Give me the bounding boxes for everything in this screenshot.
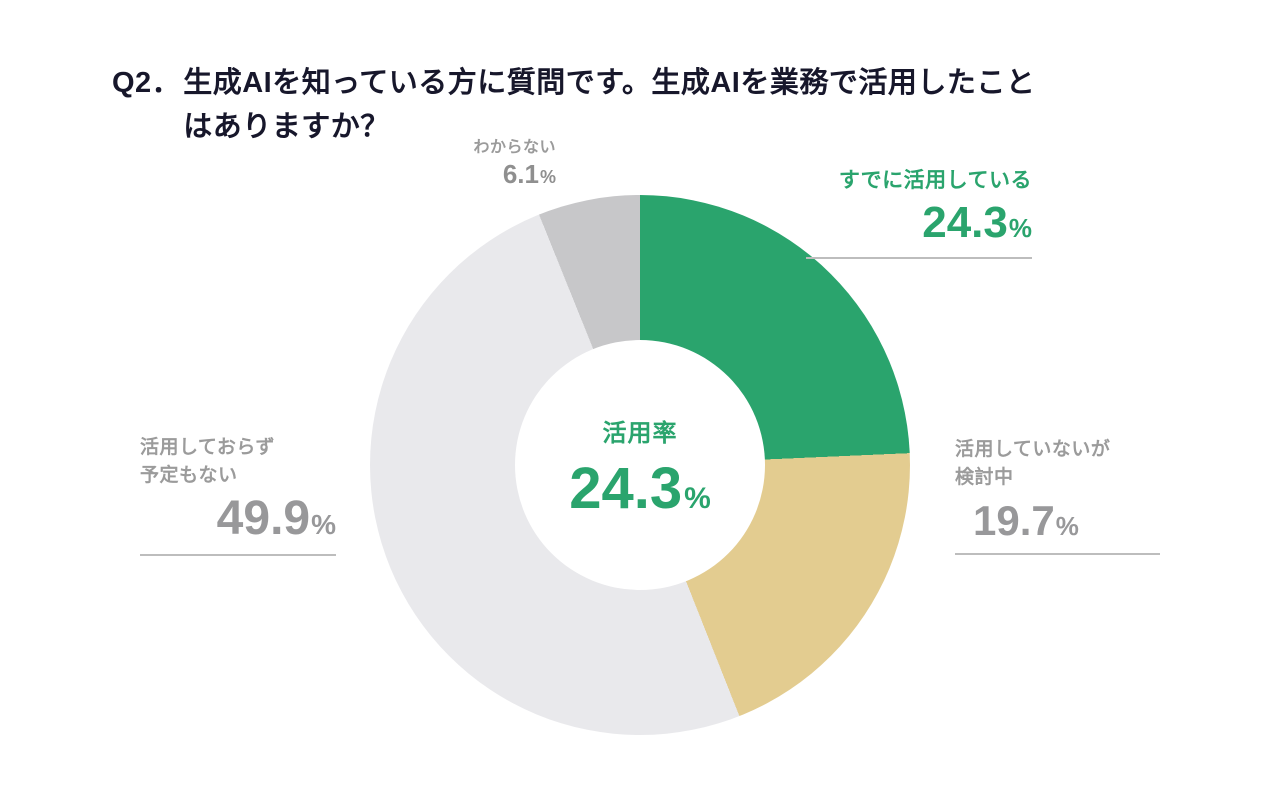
donut-hole: 活用率 24.3% bbox=[515, 340, 765, 590]
callout-already-using-value: 24.3% bbox=[806, 198, 1032, 249]
center-value: 24.3% bbox=[569, 459, 711, 518]
callout-no-plans-label: 活用しておらず 予定もない bbox=[140, 434, 336, 489]
callout-dont-know-unit: % bbox=[539, 167, 556, 188]
question-title: Q2． 生成AIを知っている方に質問です。生成AIを業務で活用したこと はありま… bbox=[112, 62, 1035, 149]
callout-considering-label-line1: 活用していないが bbox=[955, 439, 1111, 460]
callout-dont-know-value: 6.1% bbox=[416, 159, 556, 190]
callout-already-using: すでに活用している 24.3% bbox=[806, 166, 1032, 260]
callout-no-plans-label-line2: 予定もない bbox=[140, 464, 238, 486]
callout-considering: 活用していないが 検討中 19.7% bbox=[955, 436, 1160, 556]
callout-already-using-unit: % bbox=[1008, 213, 1032, 244]
donut-chart: 活用率 24.3% bbox=[370, 195, 910, 735]
callout-dont-know: わからない 6.1% bbox=[416, 136, 556, 190]
callout-considering-label: 活用していないが 検討中 bbox=[955, 436, 1160, 491]
question-text-line2: はありますか？ bbox=[183, 110, 390, 143]
callout-already-using-label: すでに活用している bbox=[838, 169, 1032, 192]
question-text: 生成AIを知っている方に質問です。生成AIを業務で活用したこと はありますか？ bbox=[183, 62, 1035, 149]
question-text-line1: 生成AIを知っている方に質問です。生成AIを業務で活用したこと bbox=[183, 67, 1036, 99]
callout-considering-unit: % bbox=[1055, 511, 1079, 542]
center-value-unit: % bbox=[684, 481, 711, 515]
callout-dont-know-number: 6.1 bbox=[502, 159, 539, 190]
callout-considering-number: 19.7 bbox=[973, 497, 1055, 545]
callout-no-plans: 活用しておらず 予定もない 49.9% bbox=[140, 434, 336, 557]
callout-dont-know-label: わからない bbox=[473, 139, 556, 156]
question-number: Q2． bbox=[112, 67, 182, 99]
callout-considering-value: 19.7% bbox=[955, 497, 1160, 545]
center-value-number: 24.3 bbox=[569, 455, 683, 521]
callout-already-using-number: 24.3 bbox=[922, 198, 1008, 248]
callout-no-plans-label-line1: 活用しておらず bbox=[140, 437, 275, 458]
callout-no-plans-unit: % bbox=[311, 509, 336, 541]
callout-considering-label-line2: 検討中 bbox=[955, 466, 1014, 488]
callout-no-plans-value: 49.9% bbox=[140, 491, 336, 546]
center-label: 活用率 bbox=[602, 419, 678, 447]
callout-no-plans-number: 49.9 bbox=[216, 492, 311, 546]
